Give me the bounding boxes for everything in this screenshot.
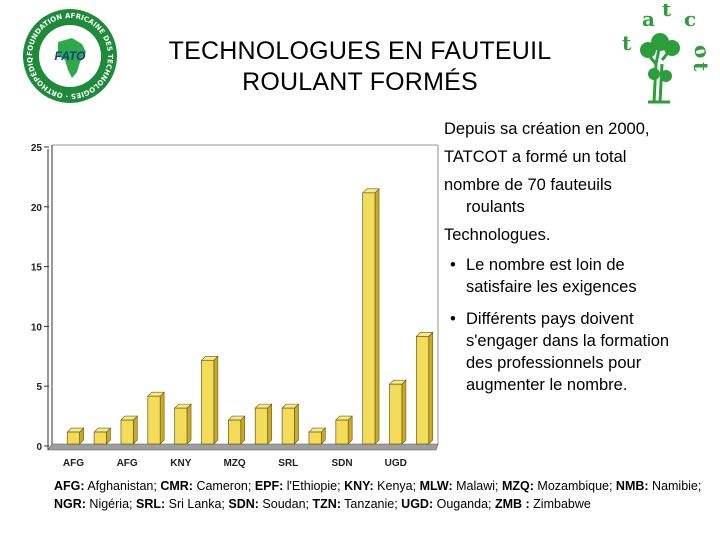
side-text: Depuis sa création en 2000, TATCOT a for… <box>444 118 716 406</box>
chart-bar <box>93 427 112 445</box>
legend-code: AFG: <box>54 479 85 493</box>
chart-bar <box>227 415 246 445</box>
chart-floor <box>47 443 439 451</box>
legend-country-name: Zimbabwe <box>529 496 591 511</box>
legend-code: SDN: <box>228 496 259 511</box>
chart-bar <box>415 331 434 445</box>
legend-country-name: Kenya; <box>373 479 420 493</box>
legend-country-name: Ouganda; <box>433 496 495 511</box>
legend-country-name: Soudan; <box>258 496 313 511</box>
x-tick-label: AFG <box>63 458 84 469</box>
legend-country-name: l'Ethiopie; <box>283 479 345 493</box>
tatcot-logo-letter: c <box>684 7 696 31</box>
legend-code: NMB: <box>615 479 649 493</box>
bullet-item-2: • Différents pays doivent s'engager dans… <box>444 308 716 396</box>
chart-bar <box>120 415 139 445</box>
bullet-list: • Le nombre est loin de satisfaire les e… <box>444 254 716 396</box>
bullet-2-line-2: s'engager dans la formation <box>466 332 670 350</box>
chart-bar <box>200 355 219 445</box>
bullet-item-1: • Le nombre est loin de satisfaire les e… <box>444 254 716 298</box>
tatcot-logo-letter: o <box>689 43 712 60</box>
y-tick-label: 10 <box>31 322 43 333</box>
side-paragraph-2: TATCOT a formé un total <box>444 148 627 166</box>
legend-code: MLW: <box>419 479 453 493</box>
page-title: TECHNOLOGUES EN FAUTEUIL ROULANT FORMÉS <box>130 36 590 98</box>
side-paragraph-3-line-2: roulants <box>466 198 525 216</box>
y-tick-label: 5 <box>36 382 42 393</box>
tatcot-logo-letter: t <box>689 62 712 72</box>
x-tick-label: SDN <box>331 458 352 469</box>
legend-country-name: Cameron; <box>192 479 255 493</box>
legend-code: EPF: <box>254 479 284 493</box>
bullet-icon: • <box>450 310 456 328</box>
bullet-1-line-1: Le nombre est loin de <box>466 256 625 274</box>
legend-code: UGD: <box>401 496 434 511</box>
side-paragraph-1: Depuis sa création en 2000, <box>444 120 650 138</box>
y-tick-label: 20 <box>31 203 43 214</box>
x-tick-label: UGD <box>385 458 407 469</box>
bullet-2-line-3: des professionnels pour <box>466 354 642 372</box>
fato-logo-text: FATO <box>55 49 87 63</box>
tatcot-logo-letter: t <box>622 31 632 55</box>
legend-code: KNY: <box>344 479 374 493</box>
tatcot-logo-icon: t a t c o t <box>622 4 712 104</box>
x-tick-label: MZQ <box>223 458 245 469</box>
bullet-1-line-2: satisfaire les exigences <box>466 278 637 296</box>
title-line-2: ROULANT FORMÉS <box>242 68 478 96</box>
side-paragraph-4: Technologues. <box>444 226 551 244</box>
legend-country-name: Afghanistan; <box>84 479 161 493</box>
y-tick-label: 0 <box>36 442 42 453</box>
tatcot-logo-letter: t <box>662 4 672 21</box>
legend-country-name: Sri Lanka; <box>165 496 229 511</box>
country-abbreviation-legend: AFG: Afghanistan; CMR: Cameron; EPF: l'E… <box>54 478 704 513</box>
chart-bar <box>281 403 300 445</box>
legend-country-name: Malawi; <box>452 479 502 493</box>
y-tick-label: 15 <box>31 263 43 274</box>
chart-bar <box>173 403 192 445</box>
legend-code: CMR: <box>160 479 193 493</box>
x-tick-label: KNY <box>170 458 191 469</box>
chart-bar <box>335 415 353 445</box>
legend-code: MZQ: <box>502 479 534 493</box>
tatcot-logo-letter: a <box>642 7 655 31</box>
legend-code: ZMB : <box>494 496 530 511</box>
y-tick-label: 25 <box>31 143 43 154</box>
chart-bar <box>147 391 165 445</box>
chart-bar <box>388 379 407 445</box>
side-paragraph-3-line-1: nombre de 70 fauteuils <box>444 176 612 194</box>
chart-bar <box>361 188 380 445</box>
bar-chart: 0 5 10 15 20 25 AFG AFG KNY MZQ SRL SDN UGD <box>31 143 439 469</box>
chart-bar <box>254 403 273 445</box>
x-tick-label: SRL <box>278 458 298 469</box>
x-tick-label: AFG <box>117 458 138 469</box>
legend-country-name: Namibie; <box>648 479 702 493</box>
legend-code: SRL: <box>135 496 166 511</box>
fato-logo-icon: FOUNDATION AFRICAINE DES TECHNOLOGIES · … <box>20 6 117 103</box>
legend-country-name: Tanzanie; <box>340 496 402 511</box>
legend-code: TZN: <box>312 496 341 511</box>
chart-bar <box>66 427 85 445</box>
chart-bar <box>308 427 327 445</box>
title-line-1: TECHNOLOGUES EN FAUTEUIL <box>168 37 552 65</box>
side-paragraph-3: nombre de 70 fauteuils roulants <box>444 174 716 218</box>
legend-country-name: Mozambique; <box>533 479 616 493</box>
legend-country-name: Nigéria; <box>85 496 136 511</box>
bullet-2-line-4: augmenter le nombre. <box>466 376 628 394</box>
legend-code: NGR: <box>54 496 86 511</box>
bullet-2-line-1: Différents pays doivent <box>466 310 634 328</box>
bullet-icon: • <box>450 256 456 274</box>
